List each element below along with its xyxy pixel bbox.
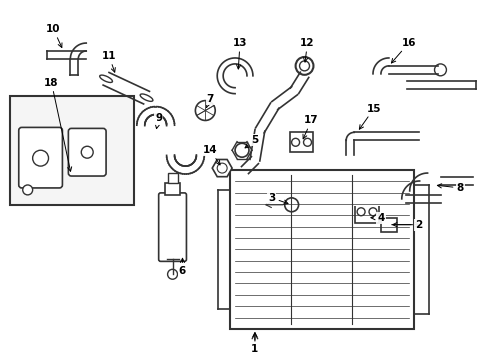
- Circle shape: [235, 143, 248, 157]
- Bar: [289, 132, 313, 152]
- Ellipse shape: [100, 75, 112, 82]
- Circle shape: [303, 138, 311, 146]
- Text: 12: 12: [300, 38, 314, 62]
- Circle shape: [22, 185, 33, 195]
- Text: 7: 7: [206, 94, 214, 107]
- Circle shape: [81, 146, 93, 158]
- FancyBboxPatch shape: [19, 127, 62, 188]
- Bar: [380, 218, 396, 231]
- Text: 13: 13: [232, 38, 247, 69]
- Circle shape: [356, 208, 365, 216]
- Text: 6: 6: [179, 258, 186, 276]
- Bar: [164, 183, 180, 195]
- Text: 16: 16: [390, 38, 415, 63]
- Circle shape: [434, 64, 446, 76]
- FancyBboxPatch shape: [158, 193, 186, 261]
- Polygon shape: [212, 159, 232, 177]
- Circle shape: [284, 198, 298, 212]
- Text: 4: 4: [370, 213, 384, 223]
- FancyBboxPatch shape: [68, 129, 106, 176]
- Text: 1: 1: [251, 333, 258, 354]
- Text: 18: 18: [44, 78, 72, 171]
- Ellipse shape: [140, 94, 153, 102]
- Text: 5: 5: [244, 135, 258, 148]
- Circle shape: [195, 100, 215, 121]
- Circle shape: [368, 208, 376, 216]
- Text: 14: 14: [203, 145, 220, 165]
- Circle shape: [33, 150, 48, 166]
- Bar: [10, 96, 134, 205]
- Text: 15: 15: [359, 104, 381, 129]
- Circle shape: [291, 138, 299, 146]
- Text: 8: 8: [436, 183, 463, 193]
- Circle shape: [167, 269, 177, 279]
- Circle shape: [295, 57, 313, 75]
- Text: 17: 17: [303, 116, 318, 139]
- Text: 11: 11: [102, 51, 116, 72]
- Text: 9: 9: [155, 113, 162, 129]
- Bar: [167, 173, 177, 183]
- Bar: [230, 170, 413, 329]
- Text: 3: 3: [267, 193, 287, 204]
- Text: 2: 2: [392, 220, 422, 230]
- Text: 10: 10: [46, 24, 62, 48]
- Circle shape: [217, 163, 226, 173]
- Circle shape: [299, 61, 309, 71]
